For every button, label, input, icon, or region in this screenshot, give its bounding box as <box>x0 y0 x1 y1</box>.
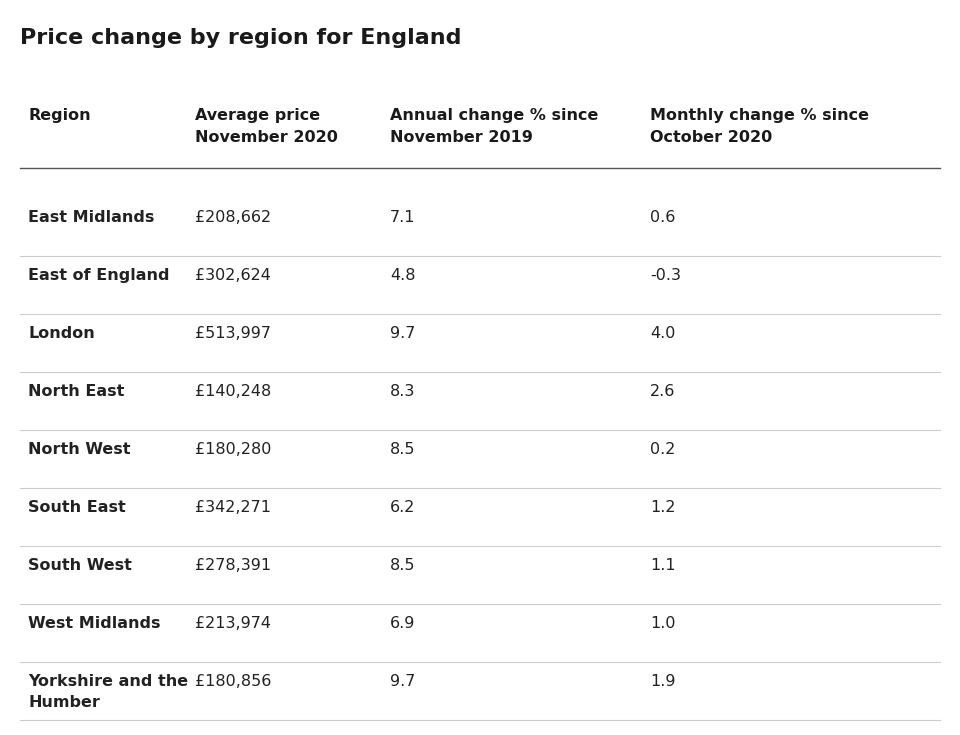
Text: Region: Region <box>28 108 90 123</box>
Text: East of England: East of England <box>28 268 170 283</box>
Text: 7.1: 7.1 <box>390 210 416 225</box>
Text: £180,280: £180,280 <box>195 442 272 457</box>
Text: 6.2: 6.2 <box>390 500 416 515</box>
Text: 1.9: 1.9 <box>650 674 676 689</box>
Text: 8.5: 8.5 <box>390 558 416 573</box>
Text: £213,974: £213,974 <box>195 616 271 631</box>
Text: £180,856: £180,856 <box>195 674 272 689</box>
Text: £342,271: £342,271 <box>195 500 271 515</box>
Text: Average price: Average price <box>195 108 320 123</box>
Text: 1.1: 1.1 <box>650 558 676 573</box>
Text: November 2019: November 2019 <box>390 130 533 145</box>
Text: North East: North East <box>28 384 125 399</box>
Text: 1.2: 1.2 <box>650 500 676 515</box>
Text: North West: North West <box>28 442 131 457</box>
Text: £513,997: £513,997 <box>195 326 271 341</box>
Text: Monthly change % since: Monthly change % since <box>650 108 869 123</box>
Text: Price change by region for England: Price change by region for England <box>20 28 462 48</box>
Text: East Midlands: East Midlands <box>28 210 155 225</box>
Text: 6.9: 6.9 <box>390 616 416 631</box>
Text: 9.7: 9.7 <box>390 674 416 689</box>
Text: 0.6: 0.6 <box>650 210 676 225</box>
Text: 9.7: 9.7 <box>390 326 416 341</box>
Text: -0.3: -0.3 <box>650 268 681 283</box>
Text: South East: South East <box>28 500 126 515</box>
Text: £302,624: £302,624 <box>195 268 271 283</box>
Text: £140,248: £140,248 <box>195 384 272 399</box>
Text: 1.0: 1.0 <box>650 616 676 631</box>
Text: October 2020: October 2020 <box>650 130 772 145</box>
Text: 4.8: 4.8 <box>390 268 416 283</box>
Text: 8.3: 8.3 <box>390 384 416 399</box>
Text: London: London <box>28 326 95 341</box>
Text: 0.2: 0.2 <box>650 442 676 457</box>
Text: Yorkshire and the
Humber: Yorkshire and the Humber <box>28 674 188 710</box>
Text: 8.5: 8.5 <box>390 442 416 457</box>
Text: Annual change % since: Annual change % since <box>390 108 598 123</box>
Text: £278,391: £278,391 <box>195 558 271 573</box>
Text: 2.6: 2.6 <box>650 384 676 399</box>
Text: South West: South West <box>28 558 132 573</box>
Text: November 2020: November 2020 <box>195 130 338 145</box>
Text: 4.0: 4.0 <box>650 326 676 341</box>
Text: West Midlands: West Midlands <box>28 616 160 631</box>
Text: £208,662: £208,662 <box>195 210 271 225</box>
